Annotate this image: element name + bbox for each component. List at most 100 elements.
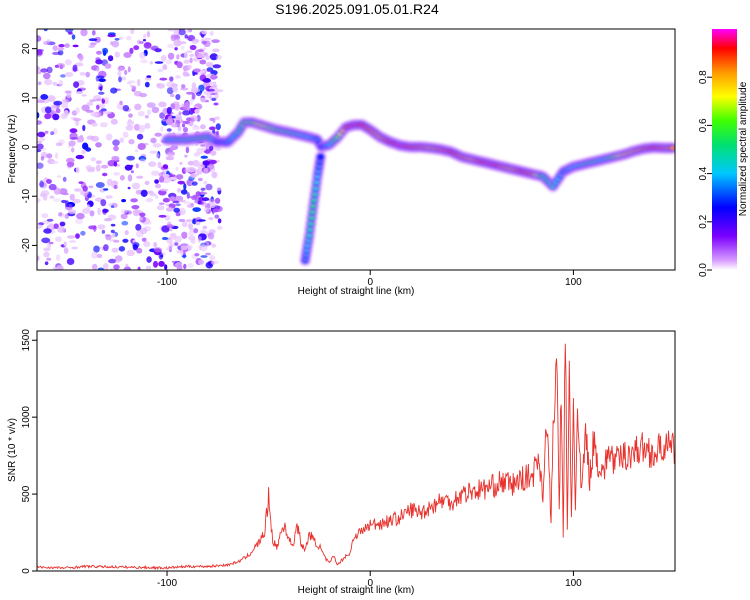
spectrogram-noise-cell: [118, 246, 126, 252]
spectrogram-noise-cell: [95, 142, 102, 148]
spectrogram-noise-cell: [175, 203, 181, 207]
spectrogram-noise-cell: [111, 40, 120, 48]
spectrogram-noise-cell: [179, 207, 186, 216]
spectrogram-noise-cell: [98, 78, 106, 82]
spectrogram-noise-cell: [209, 117, 214, 121]
spectrogram-noise-cell: [113, 145, 119, 152]
spectrogram-noise-cell: [127, 174, 133, 182]
spectrogram-y-tick-label: -20: [21, 238, 32, 253]
spectrogram-noise-cell: [193, 162, 202, 166]
spectrogram-noise-cell: [157, 161, 162, 169]
spectrogram-noise-cell: [212, 81, 217, 85]
spectrogram-noise-cell: [67, 235, 76, 239]
spectrogram-noise-cell: [111, 156, 120, 161]
spectrogram-noise-cell: [68, 140, 76, 147]
spectrogram-noise-cell: [180, 45, 185, 51]
snr-x-tick-label: -100: [157, 578, 177, 589]
spectrogram-noise-cell: [69, 193, 75, 201]
spectrogram-noise-cell: [139, 41, 144, 44]
spectrogram-noise-cell: [200, 187, 206, 191]
spectrogram-noise-cell: [184, 34, 188, 39]
page-title: S196.2025.091.05.01.R24: [275, 1, 439, 17]
spectrogram-noise-cell: [93, 245, 100, 253]
spectrogram-noise-cell: [140, 189, 148, 197]
spectrogram-noise-cell: [75, 107, 80, 114]
spectrogram-noise-cell: [147, 220, 152, 225]
spectrogram-noise-cell: [169, 146, 175, 151]
spectrogram-noise-cell: [37, 197, 41, 203]
spectrogram-noise-cell: [98, 91, 105, 95]
spectrogram-noise-cell: [187, 160, 195, 166]
spectrogram-noise-cell: [107, 55, 114, 62]
spectrogram-noise-cell: [130, 170, 134, 174]
spectrogram-noise-cell: [201, 30, 208, 35]
spectrogram-noise-cell: [194, 200, 199, 204]
spectrogram-noise-cell: [125, 124, 134, 131]
spectrogram-noise-cell: [110, 223, 116, 227]
spectrogram-noise-cell: [37, 162, 44, 169]
spectrogram-noise-cell: [89, 42, 97, 46]
spectrogram-noise-cell: [96, 104, 100, 110]
spectrogram-noise-cell: [187, 262, 194, 269]
spectrogram-noise-cell: [62, 176, 67, 182]
spectrogram-noise-cell: [111, 232, 116, 239]
spectrogram-noise-cell: [196, 49, 205, 52]
spectrogram-noise-cell: [110, 41, 114, 46]
spectrogram-noise-cell: [178, 199, 186, 203]
spectrogram-noise-cell: [37, 149, 42, 153]
spectrogram-noise-cell: [64, 213, 70, 219]
spectrogram-noise-cell: [194, 253, 200, 257]
spectrogram-noise-cell: [80, 29, 88, 37]
spectrogram-noise-cell: [189, 57, 193, 64]
spectrogram-noise-cell: [90, 157, 97, 162]
spectrogram-noise-cell: [123, 266, 132, 270]
spectrogram-noise-cell: [162, 64, 168, 71]
spectrogram-noise-cell: [177, 188, 182, 193]
spectrogram-noise-cell: [180, 189, 188, 195]
spectrogram-noise-cell: [137, 111, 145, 117]
spectrogram-noise-cell: [64, 72, 74, 77]
spectrogram-noise-cell: [78, 54, 84, 61]
spectrogram-noise-cell: [60, 103, 69, 109]
spectrogram-noise-cell: [212, 48, 220, 53]
spectrogram-noise-cell: [102, 47, 109, 55]
spectrogram-noise-cell: [44, 261, 49, 266]
spectrogram-noise-cell: [96, 67, 100, 72]
spectrogram-noise-cell: [89, 210, 95, 217]
spectrogram-noise-cell: [174, 47, 178, 51]
spectrogram-noise-cell: [134, 103, 142, 111]
spectrogram-noise-cell: [211, 171, 218, 179]
snr-y-tick-label: 1000: [21, 406, 32, 429]
spectrogram-noise-cell: [158, 214, 167, 218]
spectrogram-noise-cell: [104, 218, 112, 222]
snr-panel: -100 0 100 0 500 1000 1500 Height of straight…: [7, 329, 676, 596]
spectrogram-y-tick-label: -10: [21, 189, 32, 204]
spectrogram-noise-cell: [143, 241, 151, 248]
spectrogram-y-tick-label: 0: [21, 144, 32, 150]
spectrogram-noise-cell: [52, 113, 60, 121]
spectrogram-noise-cell: [176, 54, 180, 60]
spectrogram-noise-cell: [71, 34, 76, 40]
spectrogram-noise-cell: [139, 227, 148, 235]
spectrogram-noise-cell: [169, 196, 177, 202]
spectrogram-noise-cell: [144, 81, 150, 88]
spectrogram-noise-cell: [203, 52, 209, 56]
spectrogram-noise-cell: [118, 76, 122, 83]
spectrogram-noise-cell: [200, 124, 206, 130]
spectrogram-noise-cell: [63, 247, 69, 254]
spectrogram-noise-cell: [41, 237, 51, 244]
spectrogram-noise-cell: [171, 116, 176, 119]
colorbar-tick-label: 0.8: [698, 70, 709, 84]
spectrogram-noise-cell: [164, 264, 168, 270]
spectrogram-noise-cell: [195, 191, 201, 197]
spectrogram-noise-cell: [209, 53, 219, 61]
spectrogram-noise-cell: [65, 29, 74, 33]
spectrogram-noise-cell: [148, 161, 157, 167]
spectrogram-noise-cell: [167, 43, 175, 49]
spectrogram-frame: [36, 28, 676, 271]
spectrogram-noise-cell: [183, 66, 187, 72]
spectrogram-noise-cell: [194, 108, 200, 114]
spectrogram-noise-cell: [162, 197, 170, 203]
spectrogram-noise-cell: [189, 226, 194, 232]
spectrogram-noise-cell: [211, 243, 217, 248]
